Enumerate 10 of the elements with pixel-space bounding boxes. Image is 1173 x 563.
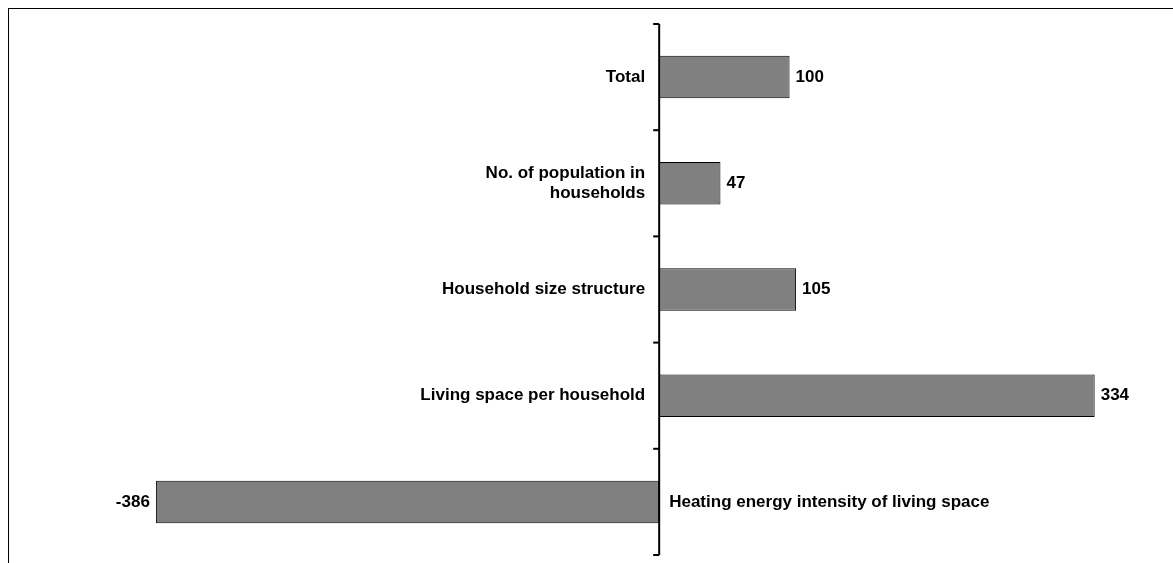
y-tick-label: Total [605, 66, 646, 86]
data-label: 100 [795, 66, 824, 86]
y-tick-label: Household size structure [442, 279, 646, 299]
data-label: 47 [726, 172, 746, 192]
y-tick-label: Heating energy intensity of living space [669, 491, 990, 511]
y-tick-label: Living space per household [420, 385, 646, 405]
data-label: 105 [802, 279, 831, 299]
data-label: 334 [1100, 385, 1130, 405]
data-label: -386 [115, 491, 150, 511]
y-tick-label: No. of population in households [485, 162, 646, 202]
